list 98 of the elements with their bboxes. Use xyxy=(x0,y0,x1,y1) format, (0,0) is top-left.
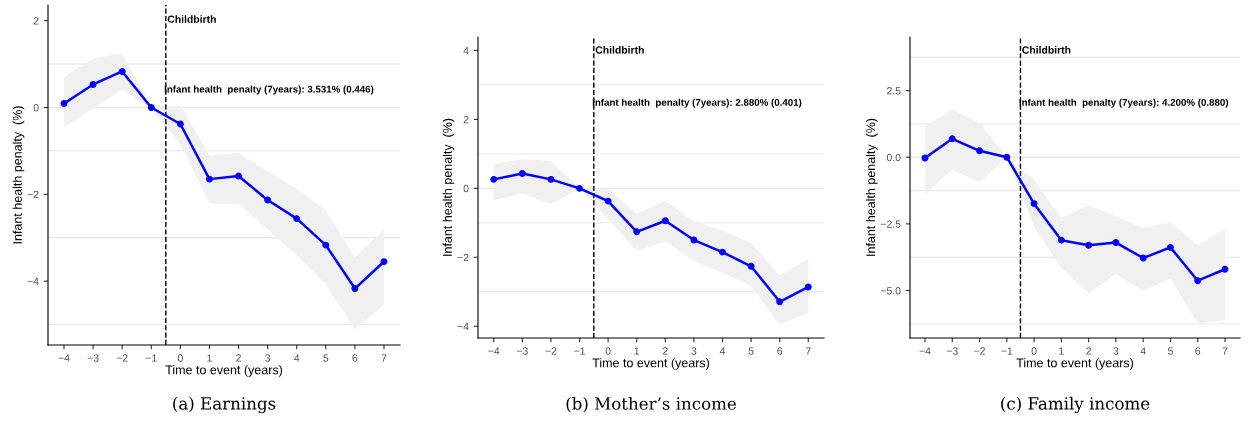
point xyxy=(1166,243,1174,251)
point xyxy=(205,175,213,183)
y-tick-label: 2 xyxy=(33,17,39,25)
x-tick-label: 5 xyxy=(323,354,329,362)
x-tick-label: −4 xyxy=(488,347,500,355)
point xyxy=(518,170,526,178)
point xyxy=(351,285,359,293)
x-tick-label: 4 xyxy=(1140,347,1146,355)
x-tick-label: 7 xyxy=(381,354,387,362)
x-tick-label: 4 xyxy=(294,354,300,362)
y-tick-label: 4 xyxy=(463,47,469,55)
x-tick-label: 4 xyxy=(719,347,726,355)
x-tick-label: −4 xyxy=(919,347,931,355)
x-tick-label: −3 xyxy=(87,354,99,362)
point xyxy=(118,67,126,75)
point xyxy=(1057,236,1065,244)
point xyxy=(380,258,388,266)
x-tick-label: 6 xyxy=(352,354,358,362)
point xyxy=(633,228,641,236)
point xyxy=(661,217,669,225)
text: (c) Family income xyxy=(1001,396,1150,414)
x-tick-label: −1 xyxy=(1001,347,1013,355)
point xyxy=(1003,153,1011,161)
x-tick-label: −2 xyxy=(974,347,985,355)
x-axis-title: Time to event (years) xyxy=(1016,358,1134,370)
point xyxy=(1030,200,1038,208)
x-tick-label: 2 xyxy=(662,347,668,355)
x-tick-label: 5 xyxy=(748,347,754,355)
y-tick-label: 0 xyxy=(33,103,39,112)
y-tick-label: 2.5 xyxy=(887,87,901,95)
y-tick-label: −2 xyxy=(457,253,469,262)
y-tick-label: −2.5 xyxy=(880,220,901,228)
point xyxy=(293,215,301,223)
y-tick-label: 0.0 xyxy=(886,153,901,162)
point xyxy=(89,80,97,88)
x-tick-label: −2 xyxy=(116,354,128,362)
annotation: Infant health penalty (7years): 2.880% (0.401) xyxy=(592,98,802,108)
point xyxy=(147,104,155,111)
x-tick-label: −1 xyxy=(574,347,585,355)
point xyxy=(1221,265,1229,273)
y-axis-title: Infant health penalty (%) xyxy=(865,118,878,256)
y-tick-label: 0 xyxy=(463,184,469,193)
y-tick-label: −2 xyxy=(27,190,39,199)
x-tick-label: 3 xyxy=(1113,347,1119,355)
y-tick-label: −5.0 xyxy=(880,287,901,295)
x-tick-label: 5 xyxy=(1167,347,1173,355)
x-tick-label: 6 xyxy=(1195,347,1201,355)
x-tick-label: 1 xyxy=(634,347,640,355)
point xyxy=(776,298,784,306)
x-tick-label: 3 xyxy=(691,347,697,355)
y-tick-label: −4 xyxy=(27,277,39,285)
point xyxy=(948,135,956,143)
x-tick-label: −2 xyxy=(545,347,557,355)
x-tick-label: 7 xyxy=(805,347,811,355)
x-tick-label: −3 xyxy=(516,347,528,355)
y-tick-label: −4 xyxy=(457,322,469,331)
y-axis-title: Infant health penalty (%) xyxy=(442,118,455,256)
x-tick-label: 0 xyxy=(1031,347,1037,355)
ref-line-label: Childbirth xyxy=(1022,46,1071,54)
point xyxy=(604,197,612,205)
x-tick-label: 7 xyxy=(1222,347,1228,355)
y-axis-title: Infant health penalty (%) xyxy=(12,106,25,244)
ref-line-label: Childbirth xyxy=(167,15,216,23)
point xyxy=(1112,239,1120,247)
point xyxy=(719,248,726,256)
ref-line-label: Childbirth xyxy=(595,46,644,54)
point xyxy=(1194,277,1202,285)
annotation: Infant health penalty (7years): 3.531% (0.446) xyxy=(164,85,374,95)
x-tick-label: −3 xyxy=(946,347,958,355)
text: (b) Mother’s income xyxy=(566,396,736,413)
x-tick-label: 3 xyxy=(265,354,271,362)
x-tick-label: 1 xyxy=(1059,347,1064,355)
x-axis-title: Time to event (years) xyxy=(592,358,710,370)
x-tick-label: 2 xyxy=(1086,347,1092,355)
x-tick-label: −1 xyxy=(145,354,157,362)
point xyxy=(1085,241,1093,249)
point xyxy=(747,262,755,270)
x-tick-label: 1 xyxy=(207,354,212,362)
x-tick-label: 0 xyxy=(177,354,183,362)
point xyxy=(690,236,698,244)
y-tick-label: 2 xyxy=(463,115,469,124)
x-axis-title: Time to event (years) xyxy=(165,365,283,377)
point xyxy=(490,175,498,183)
text: (a) Earnings xyxy=(173,396,276,414)
point xyxy=(60,100,68,108)
point xyxy=(547,175,555,183)
point xyxy=(235,172,243,180)
point xyxy=(322,241,330,249)
point xyxy=(804,283,812,291)
x-tick-label: −4 xyxy=(58,354,70,362)
point xyxy=(576,184,583,192)
x-tick-label: 2 xyxy=(236,354,241,362)
x-tick-label: 0 xyxy=(605,347,611,355)
point xyxy=(1139,254,1147,262)
x-tick-label: 6 xyxy=(777,347,783,355)
point xyxy=(976,147,984,155)
point xyxy=(176,120,184,128)
point xyxy=(264,196,272,204)
